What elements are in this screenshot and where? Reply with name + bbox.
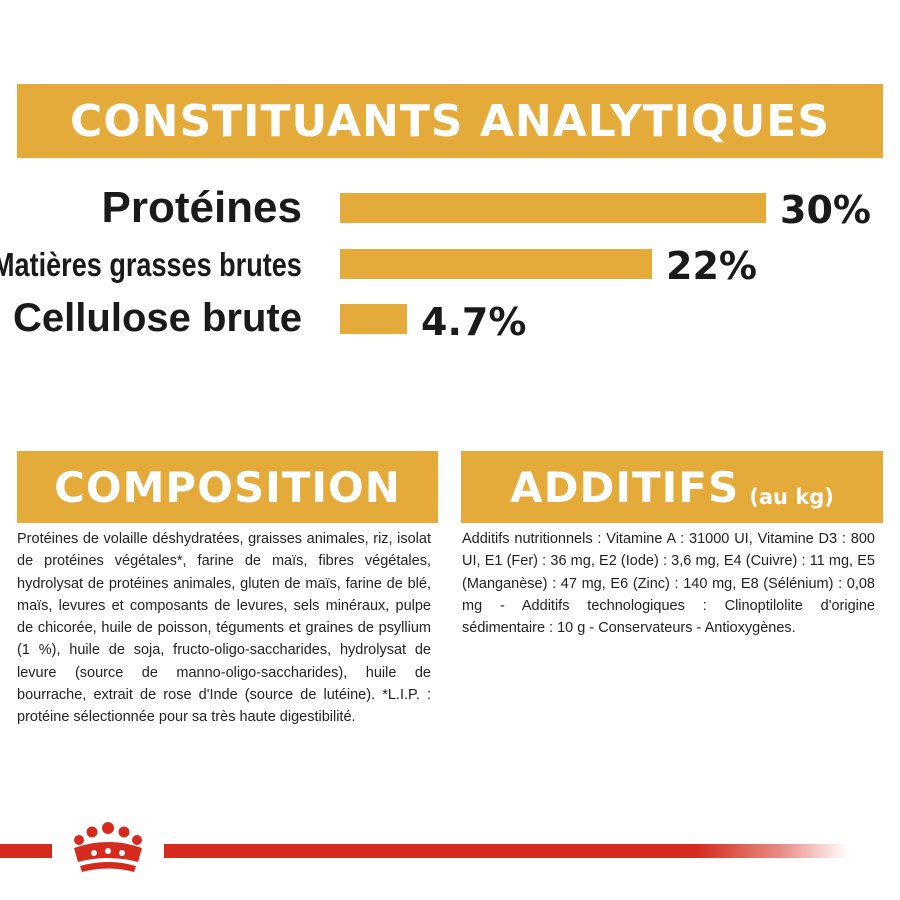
footer-brand-line (0, 844, 848, 858)
composition-title-banner: COMPOSITION (17, 451, 438, 523)
additifs-text: Additifs nutritionnels : Vitamine A : 31… (462, 531, 875, 637)
additifs-title-banner: ADDITIFS (au kg) (461, 451, 883, 523)
additifs-title: ADDITIFS (510, 462, 740, 512)
bar-cellulose (340, 304, 407, 334)
value-proteines: 30% (780, 188, 871, 232)
composition-text: Protéines de volaille déshydratées, grai… (17, 531, 431, 726)
composition-title: COMPOSITION (54, 462, 401, 512)
row-label-matieres-grasses: Matières grasses brutes (0, 246, 302, 283)
row-label-cellulose: Cellulose brute (13, 296, 302, 340)
bar-matieres-grasses (340, 249, 652, 279)
additifs-subtitle: (au kg) (749, 485, 834, 509)
value-cellulose: 4.7% (421, 300, 527, 344)
analytic-title-banner: CONSTITUANTS ANALYTIQUES (17, 84, 883, 158)
royal-canin-crown-icon (52, 818, 164, 876)
row-label-proteines: Protéines (101, 183, 302, 232)
bar-proteines (340, 193, 766, 223)
value-matieres-grasses: 22% (666, 244, 757, 288)
analytic-title: CONSTITUANTS ANALYTIQUES (69, 95, 831, 147)
